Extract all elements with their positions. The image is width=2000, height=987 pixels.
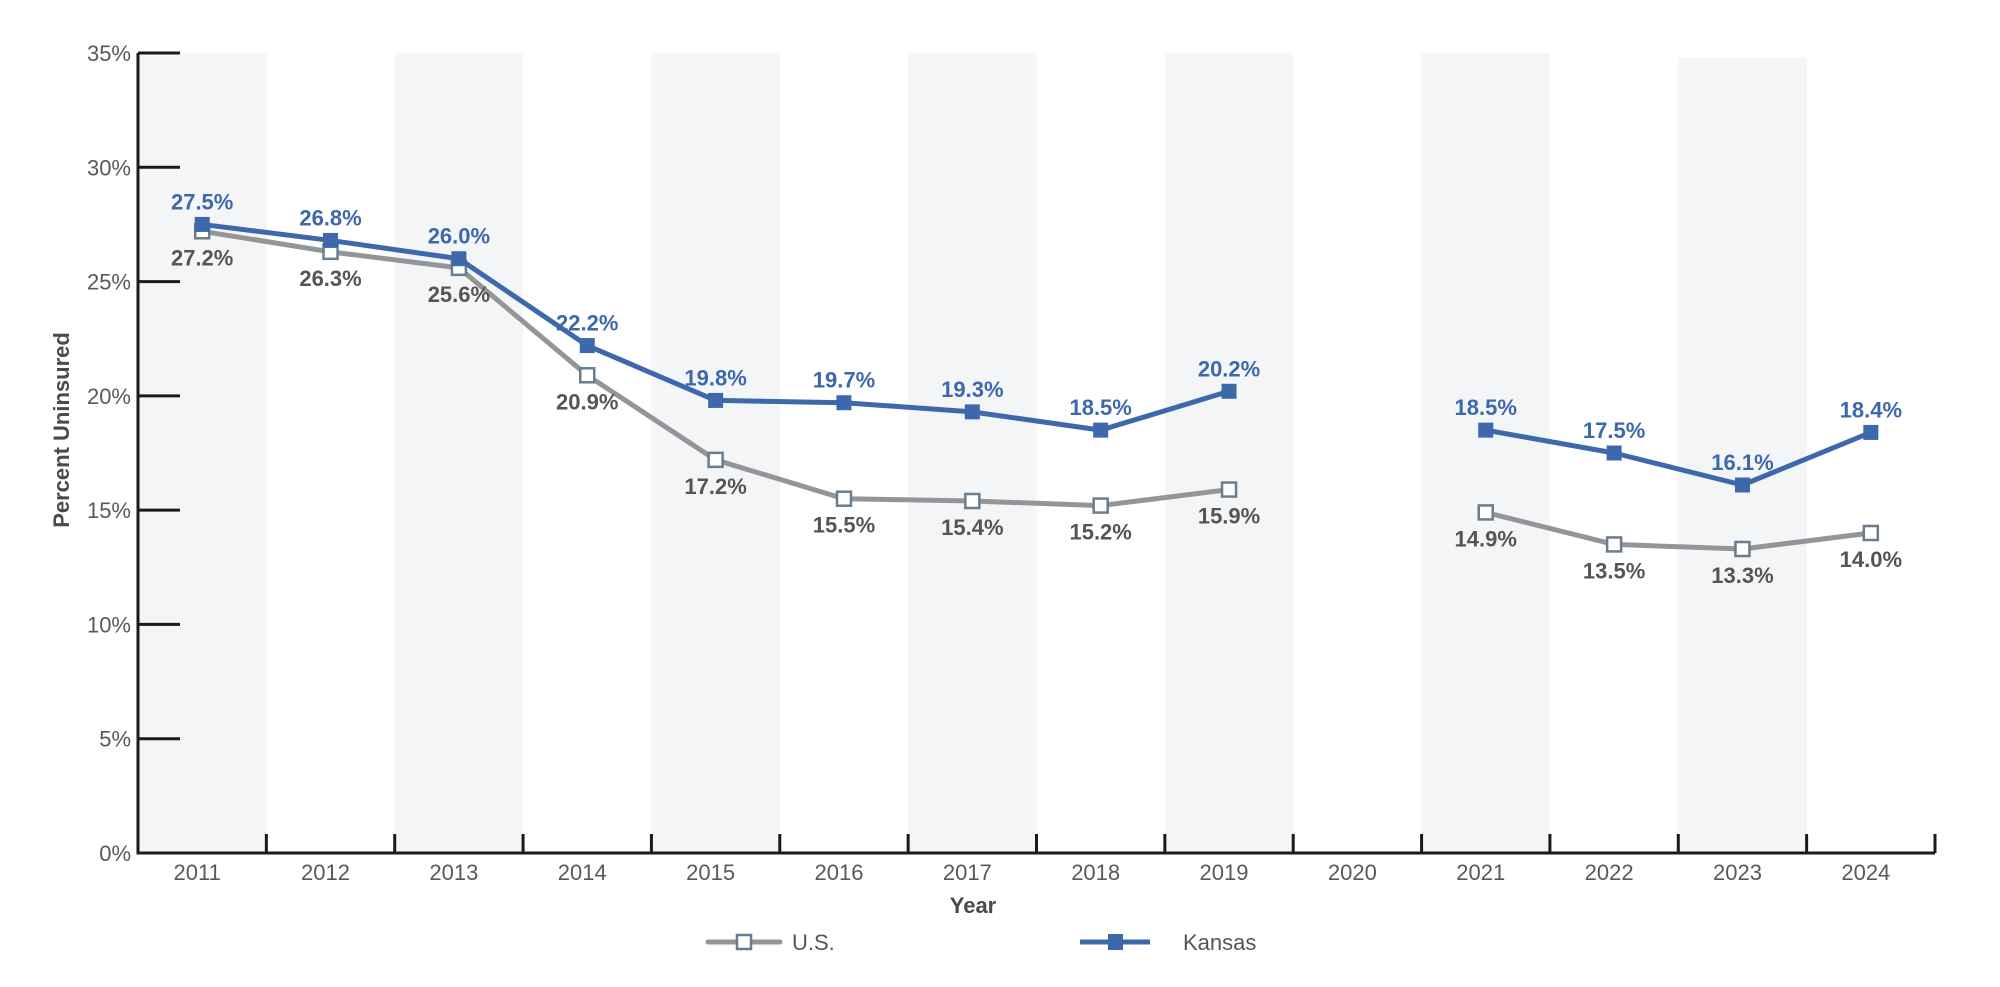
y-tick-label: 15% bbox=[87, 498, 131, 523]
marker-us-2016 bbox=[835, 490, 853, 507]
marker-kansas-2014 bbox=[579, 338, 595, 354]
legend-us-label: U.S. bbox=[792, 930, 835, 955]
series-kansas bbox=[194, 216, 1879, 493]
legend-kansas-marker bbox=[1108, 934, 1123, 950]
band-2011 bbox=[138, 53, 267, 853]
data-label-us-2015: 17.2% bbox=[684, 474, 746, 499]
data-label-kansas-2016: 19.7% bbox=[813, 368, 875, 393]
data-label-us-2011: 27.2% bbox=[171, 245, 233, 270]
data-label-kansas-2011: 27.5% bbox=[171, 189, 233, 214]
marker-us-2022 bbox=[1605, 536, 1623, 553]
legend-us-marker bbox=[735, 933, 753, 951]
marker-kansas-2011 bbox=[194, 216, 210, 232]
data-label-kansas-2019: 20.2% bbox=[1198, 356, 1260, 381]
marker-us-2015 bbox=[707, 451, 724, 469]
data-label-us-2022: 13.5% bbox=[1583, 558, 1645, 583]
x-tick-label-2013: 2013 bbox=[429, 860, 478, 885]
data-label-kansas-2012: 26.8% bbox=[299, 205, 361, 230]
series-layer bbox=[193, 216, 1880, 558]
marker-kansas-2016 bbox=[836, 395, 852, 411]
x-tick-label-2023: 2023 bbox=[1713, 860, 1762, 885]
data-label-us-2021: 14.9% bbox=[1455, 526, 1517, 551]
y-axis-ticks: 0% 5% 10% 15% 20% 25% 30% 35% bbox=[87, 41, 180, 866]
y-axis-title: Percent Uninsured bbox=[49, 332, 74, 528]
marker-kansas-2015 bbox=[708, 392, 724, 408]
marker-kansas-2021 bbox=[1478, 422, 1494, 438]
marker-kansas-2019 bbox=[1221, 383, 1237, 399]
y-tick-label: 35% bbox=[87, 41, 131, 66]
marker-kansas-2022 bbox=[1606, 445, 1622, 461]
x-tick-label-2024: 2024 bbox=[1841, 860, 1890, 885]
y-tick-label: 25% bbox=[87, 270, 131, 295]
band-2013 bbox=[394, 53, 524, 853]
x-axis-ticks: 2011 2012 2013 2014 2015 2016 2017 2018 2019 2020… bbox=[174, 834, 1937, 885]
legend-item-kansas[interactable]: Kansas bbox=[1080, 930, 1256, 955]
band-2023 bbox=[1678, 58, 1807, 853]
data-label-kansas-2017: 19.3% bbox=[941, 377, 1003, 402]
data-label-us-2024: 14.0% bbox=[1840, 547, 1902, 572]
marker-us-2019 bbox=[1220, 481, 1238, 498]
x-tick-label-2017: 2017 bbox=[943, 860, 992, 885]
marker-us-2014 bbox=[579, 367, 596, 384]
x-tick-label-2021: 2021 bbox=[1456, 860, 1505, 885]
marker-us-2021 bbox=[1477, 504, 1494, 521]
legend-kansas-label: Kansas bbox=[1183, 930, 1256, 955]
x-tick-label-2022: 2022 bbox=[1585, 860, 1634, 885]
x-tick-label-2015: 2015 bbox=[686, 860, 735, 885]
y-tick-label: 20% bbox=[87, 384, 131, 409]
marker-us-2024 bbox=[1862, 524, 1880, 542]
data-label-us-2014: 20.9% bbox=[556, 389, 618, 414]
data-label-kansas-2013: 26.0% bbox=[428, 224, 490, 249]
data-labels: 27.2% 26.3% 25.6% 20.9% 17.2% 15.5% 15.4% 15.2%… bbox=[171, 189, 1902, 588]
x-tick-label-2019: 2019 bbox=[1200, 860, 1249, 885]
data-label-us-2013: 25.6% bbox=[428, 282, 490, 307]
band-2017 bbox=[908, 53, 1037, 853]
data-label-kansas-2018: 18.5% bbox=[1069, 395, 1131, 420]
series-line-kansas bbox=[1485, 427, 1872, 488]
series-line-us bbox=[1485, 510, 1872, 552]
band-2021 bbox=[1421, 53, 1550, 853]
marker-kansas-2013 bbox=[451, 251, 467, 267]
x-tick-label-2020: 2020 bbox=[1328, 860, 1377, 885]
x-tick-label-2014: 2014 bbox=[558, 860, 607, 885]
marker-kansas-2017 bbox=[964, 404, 980, 420]
x-tick-label-2012: 2012 bbox=[301, 860, 350, 885]
marker-us-2023 bbox=[1734, 540, 1751, 558]
data-label-us-2012: 26.3% bbox=[299, 266, 361, 291]
data-label-kansas-2014: 22.2% bbox=[556, 311, 618, 336]
data-label-kansas-2021: 18.5% bbox=[1455, 395, 1517, 420]
data-label-us-2019: 15.9% bbox=[1198, 504, 1260, 529]
y-tick-label: 10% bbox=[87, 612, 131, 637]
data-label-kansas-2022: 17.5% bbox=[1583, 418, 1645, 443]
background-bands bbox=[138, 53, 1807, 853]
x-tick-label-2016: 2016 bbox=[814, 860, 863, 885]
series-us bbox=[193, 223, 1880, 558]
y-tick-label: 0% bbox=[99, 841, 131, 866]
data-label-kansas-2023: 16.1% bbox=[1711, 450, 1773, 475]
data-label-us-2018: 15.2% bbox=[1069, 520, 1131, 545]
marker-kansas-2018 bbox=[1093, 422, 1109, 438]
data-label-kansas-2015: 19.8% bbox=[684, 365, 746, 390]
marker-kansas-2012 bbox=[323, 232, 339, 248]
marker-us-2017 bbox=[964, 492, 981, 510]
data-label-us-2016: 15.5% bbox=[813, 513, 875, 538]
y-tick-label: 30% bbox=[87, 155, 131, 180]
legend-item-us[interactable]: U.S. bbox=[705, 930, 835, 955]
data-label-kansas-2024: 18.4% bbox=[1840, 397, 1902, 422]
x-tick-label-2011: 2011 bbox=[174, 860, 221, 885]
x-axis-title: Year bbox=[950, 893, 997, 918]
marker-us-2018 bbox=[1092, 497, 1109, 514]
y-tick-label: 5% bbox=[99, 727, 131, 752]
x-tick-label-2018: 2018 bbox=[1071, 860, 1120, 885]
band-2019 bbox=[1164, 53, 1294, 853]
legend: U.S. Kansas bbox=[705, 930, 1256, 955]
marker-kansas-2023 bbox=[1734, 477, 1750, 493]
data-label-us-2017: 15.4% bbox=[941, 515, 1003, 540]
data-label-us-2023: 13.3% bbox=[1711, 563, 1773, 588]
marker-kansas-2024 bbox=[1863, 424, 1879, 440]
